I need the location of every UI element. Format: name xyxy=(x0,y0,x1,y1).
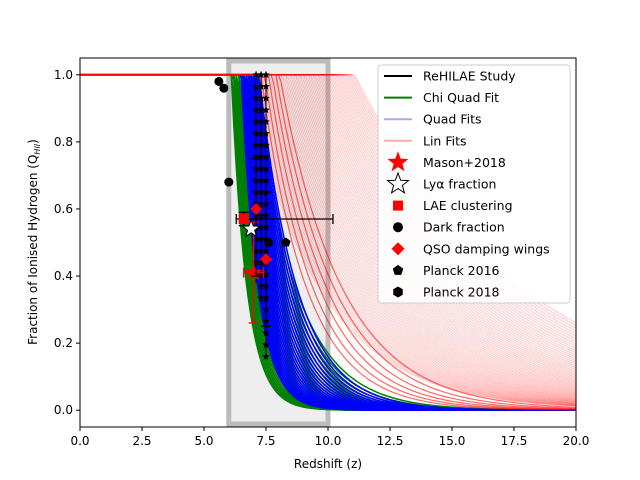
planck-2016-marker xyxy=(281,237,291,247)
legend-label: Planck 2018 xyxy=(423,285,500,300)
rehilae-study-star xyxy=(252,129,260,137)
rehilae-study-star xyxy=(252,106,260,114)
rehilae-study-star xyxy=(252,117,260,125)
y-tick-label: 1.0 xyxy=(54,68,73,82)
dark-fraction-marker xyxy=(219,83,229,93)
rehilae-study-star xyxy=(262,94,270,102)
rehilae-study-star xyxy=(262,117,270,125)
legend-label: Lin Fits xyxy=(423,133,467,148)
rehilae-study-star xyxy=(262,352,270,360)
y-axis-label: Fraction of Ionised Hydrogen (QHII) xyxy=(26,139,42,345)
rehilae-study-star xyxy=(252,82,260,90)
legend-marker-hexagon xyxy=(393,286,403,298)
x-tick-label: 7.5 xyxy=(256,434,275,448)
rehilae-study-star xyxy=(257,246,265,255)
rehilae-study-star xyxy=(252,94,260,102)
rehilae-study-star xyxy=(257,176,265,184)
x-tick-label: 0.0 xyxy=(70,434,89,448)
rehilae-study-star xyxy=(257,258,265,266)
rehilae-study-star xyxy=(257,199,265,208)
y-tick-label: 0.4 xyxy=(54,269,73,283)
dark-fraction-marker xyxy=(224,177,234,187)
legend-marker-square xyxy=(393,200,403,211)
x-tick-label: 5.0 xyxy=(194,434,213,448)
x-tick-label: 20.0 xyxy=(563,434,590,448)
qso-damping-wings-marker xyxy=(260,253,272,266)
rehilae-study-star xyxy=(262,176,270,184)
rehilae-study-star xyxy=(262,70,270,79)
rehilae-study-star xyxy=(257,211,265,219)
mason-2018-marker xyxy=(245,263,263,280)
legend-label: Planck 2016 xyxy=(423,263,500,278)
x-tick-label: 2.5 xyxy=(132,434,151,448)
legend-label: Quad Fits xyxy=(423,112,482,127)
rehilae-study-star xyxy=(257,235,265,243)
legend-label: QSO damping wings xyxy=(423,241,550,256)
x-axis: 0.0 2.5 5.0 7.5 10.0 12.5 15.0 17.5 20.0 xyxy=(70,427,589,448)
y-tick-label: 0.8 xyxy=(54,135,73,149)
rehilae-study-star xyxy=(257,141,265,149)
y-tick-label: 0.2 xyxy=(54,336,73,350)
rehilae-study-star xyxy=(262,106,270,114)
rehilae-study-star xyxy=(257,70,265,79)
dark-fraction-marker xyxy=(263,238,273,247)
x-tick-label: 17.5 xyxy=(501,434,528,448)
rehilae-study-star xyxy=(257,293,265,302)
legend-label: Mason+2018 xyxy=(423,155,506,170)
legend-marker-star-open xyxy=(386,171,410,195)
rehilae-study-star xyxy=(252,141,260,149)
legend: ReHILAE Study Chi Quad Fit Quad Fits Lin Fi… xyxy=(377,64,571,304)
legend-box xyxy=(377,64,571,304)
rehilae-study-star xyxy=(257,223,265,231)
legend-marker-diamond xyxy=(391,242,405,256)
legend-marker-circle xyxy=(393,222,403,233)
lya-fraction-marker xyxy=(241,218,262,238)
legend-label: Lyα fraction xyxy=(423,177,496,192)
rehilae-study-star xyxy=(262,141,270,149)
x-tick-label: 12.5 xyxy=(377,434,404,448)
legend-label: ReHILAE Study xyxy=(423,69,516,84)
legend-label: LAE clustering xyxy=(423,198,513,213)
y-axis-label-sub: HII xyxy=(33,143,42,154)
rehilae-study-star xyxy=(262,164,270,172)
rehilae-study-star xyxy=(257,129,265,137)
legend-label: Dark fraction xyxy=(423,220,505,235)
y-axis: 0.0 0.2 0.4 0.6 0.8 1.0 xyxy=(54,68,80,417)
rehilae-study-star xyxy=(262,82,270,90)
legend-marker-star xyxy=(387,151,409,172)
x-tick-label: 15.0 xyxy=(439,434,466,448)
lae-clustering-marker xyxy=(238,214,249,225)
y-tick-label: 0.6 xyxy=(54,202,73,216)
legend-marker-pentagon xyxy=(392,264,404,275)
data-points xyxy=(214,70,334,360)
legend-label: Chi Quad Fit xyxy=(423,90,499,105)
rehilae-study-star xyxy=(262,340,270,349)
qso-damping-wings-marker xyxy=(250,202,263,215)
rehilae-study-star xyxy=(257,82,265,90)
rehilae-study-star xyxy=(262,329,270,337)
rehilae-study-star xyxy=(262,129,270,137)
dark-fraction-marker xyxy=(214,76,224,86)
x-tick-label: 10.0 xyxy=(315,434,342,448)
rehilae-study-star xyxy=(257,94,265,102)
rehilae-study-star xyxy=(257,282,265,290)
rehilae-study-star xyxy=(257,164,265,172)
rehilae-study-star xyxy=(262,152,270,161)
x-axis-label: Redshift (z) xyxy=(294,457,362,471)
y-tick-label: 0.0 xyxy=(54,403,73,417)
rehilae-study-star xyxy=(257,117,265,125)
rehilae-study-star xyxy=(252,70,260,79)
rehilae-study-star xyxy=(257,106,265,114)
fit-curves xyxy=(80,73,576,411)
